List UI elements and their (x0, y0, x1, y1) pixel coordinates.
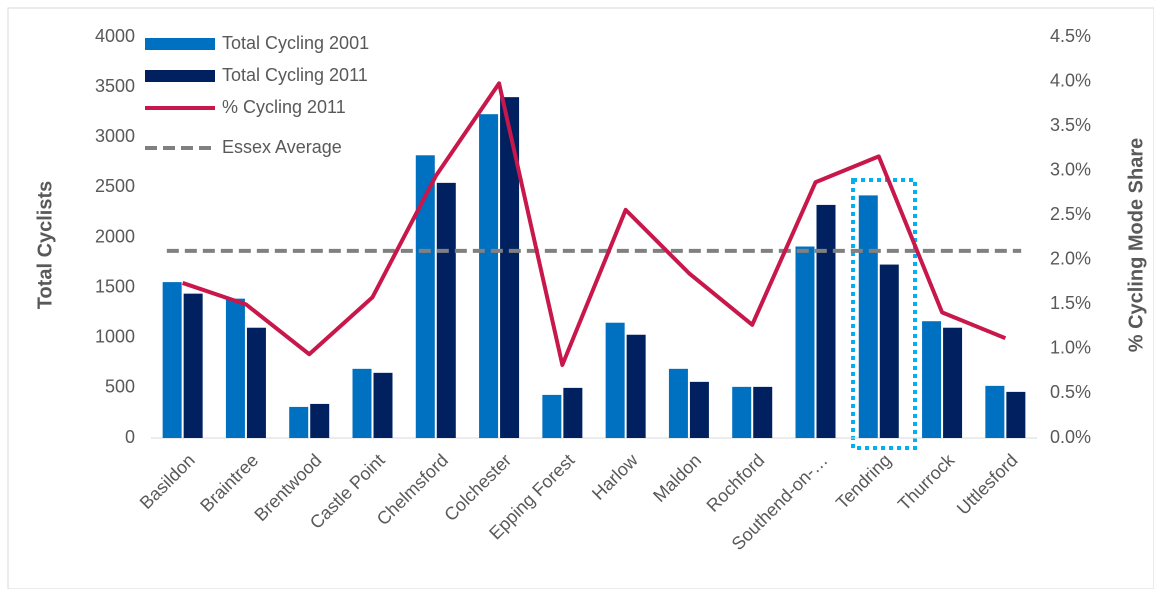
y2-tick-label: 1.0% (1050, 338, 1091, 358)
bar (668, 368, 688, 438)
bar (436, 182, 456, 438)
x-tick-label: Basildon (136, 450, 199, 513)
y2-tick-label: 1.5% (1050, 293, 1091, 313)
bar (373, 372, 393, 438)
y-tick-label: 3000 (95, 126, 135, 146)
y-tick-label: 2500 (95, 176, 135, 196)
y-tick-label: 1000 (95, 327, 135, 347)
bar (605, 322, 625, 438)
bar (246, 327, 266, 438)
bar (310, 403, 330, 438)
bar (922, 321, 942, 438)
y2-axis-title: % Cycling Mode Share (1125, 138, 1147, 353)
bar (500, 97, 520, 439)
y2-tick-label: 0.5% (1050, 382, 1091, 402)
bar (858, 195, 878, 438)
bar (732, 386, 752, 438)
y2-tick-label: 3.0% (1050, 159, 1091, 179)
bar (943, 327, 963, 438)
bar (626, 334, 646, 438)
x-tick-label: Tendring (832, 450, 895, 513)
line-series (182, 81, 1007, 367)
x-tick-label: Thurrock (894, 449, 959, 514)
y-tick-label: 2000 (95, 226, 135, 246)
y-tick-label: 3500 (95, 76, 135, 96)
bar (753, 386, 773, 438)
legend-label: Total Cycling 2011 (222, 65, 368, 85)
y-axis-title: Total Cyclists (34, 181, 56, 310)
x-tick-label: Braintree (196, 450, 262, 516)
y2-tick-label: 3.5% (1050, 115, 1091, 135)
legend-label: Essex Average (222, 137, 342, 157)
bar (1006, 391, 1026, 438)
y2-tick-label: 4.5% (1050, 26, 1091, 46)
bar (225, 298, 245, 438)
bar (289, 406, 309, 438)
bar (352, 368, 372, 438)
y2-tick-label: 2.5% (1050, 204, 1091, 224)
bar (183, 293, 203, 438)
y-tick-label: 0 (125, 427, 135, 447)
bar (415, 155, 435, 439)
x-tick-label: Maldon (649, 450, 705, 506)
highlight-box (851, 178, 917, 450)
y2-tick-label: 2.0% (1050, 249, 1091, 269)
bar (542, 394, 562, 438)
legend-label: % Cycling 2011 (222, 97, 346, 117)
y-tick-label: 1500 (95, 276, 135, 296)
bar (162, 282, 182, 438)
x-tick-label: Rochford (703, 450, 769, 516)
y-tick-label: 4000 (95, 26, 135, 46)
bar (879, 264, 899, 438)
bar (985, 385, 1005, 438)
y2-tick-label: 0.0% (1050, 427, 1091, 447)
legend-swatch (145, 38, 215, 50)
bar (479, 114, 499, 438)
bar (795, 246, 815, 438)
bar (816, 204, 836, 438)
legend-label: Total Cycling 2001 (222, 33, 369, 53)
bar (563, 387, 583, 438)
x-tick-label: Harlow (588, 449, 642, 503)
chart-frame (7, 7, 1154, 589)
y-tick-label: 500 (105, 377, 135, 397)
y2-tick-label: 4.0% (1050, 70, 1091, 90)
x-tick-label: Uttlesford (953, 450, 1022, 519)
legend-swatch (145, 70, 215, 82)
bar (689, 381, 709, 438)
